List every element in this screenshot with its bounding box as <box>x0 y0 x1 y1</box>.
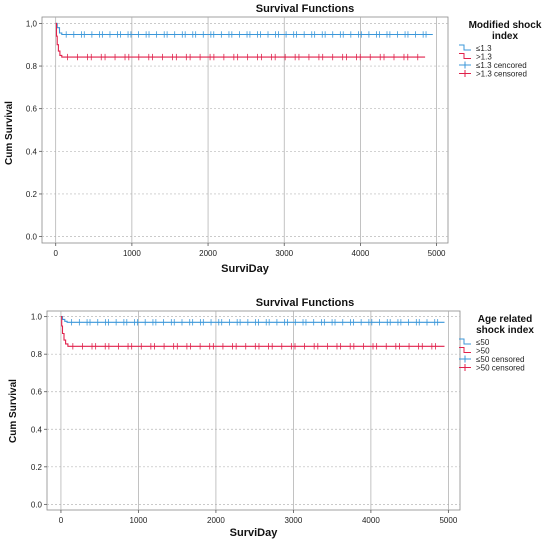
x-tick-label: 1000 <box>130 516 148 525</box>
plot-area <box>46 310 461 511</box>
plot-area <box>41 16 449 244</box>
legend-label: ≤1.3 <box>476 44 492 53</box>
x-tick-label: 5000 <box>428 249 446 258</box>
y-axis-label: Cum Survival <box>4 101 15 165</box>
x-tick-label: 4000 <box>362 516 380 525</box>
legend-title: Modified shock index <box>469 20 542 42</box>
x-tick-label: 2000 <box>207 516 225 525</box>
y-tick-label: 0.6 <box>31 388 43 397</box>
y-tick-label: 0.8 <box>26 62 38 71</box>
x-tick-label: 4000 <box>352 249 370 258</box>
survival-curve-0 <box>60 316 445 323</box>
legend-swatch-step <box>459 347 471 353</box>
y-tick-label: 0.2 <box>26 190 38 199</box>
survival-curve-0 <box>55 22 433 36</box>
legend-swatch-step <box>459 53 471 59</box>
x-tick-label: 2000 <box>199 249 217 258</box>
legend-swatch-step <box>459 44 471 51</box>
legend-label: ≤50 censored <box>476 355 524 364</box>
legend-label: >1.3 <box>476 53 492 62</box>
y-tick-label: 0.4 <box>26 147 38 156</box>
y-tick-label: 0.2 <box>31 463 43 472</box>
x-tick-label: 3000 <box>285 516 303 525</box>
x-tick-label: 1000 <box>123 249 141 258</box>
modified-shock-index-chart: Survival Functions 0.0 0.2 0.4 0.6 0.8 1,0 0 100… <box>4 3 542 275</box>
y-tick-label: 1.0 <box>31 313 43 322</box>
age-related-shock-index-chart: Survival Functions 0.0 0.2 0.4 0.6 0.8 1.0 0 100… <box>8 297 534 539</box>
legend-label: >1.3 censored <box>476 70 527 79</box>
chart-title: Survival Functions <box>256 297 354 309</box>
legend-title: Age related shock index <box>476 314 534 336</box>
x-axis-label: SurviDay <box>230 527 279 539</box>
legend-label: ≤1.3 cencored <box>476 61 527 70</box>
x-tick-label: 3000 <box>275 249 293 258</box>
x-tick-label: 0 <box>59 516 64 525</box>
legend-label: >50 censored <box>476 364 525 373</box>
x-axis-label: SurviDay <box>221 263 270 275</box>
legend-label: ≤50 <box>476 338 490 347</box>
legend-label: >50 <box>476 347 490 356</box>
y-tick-label: 1,0 <box>26 19 38 28</box>
x-tick-label: 0 <box>53 249 58 258</box>
y-tick-label: 0.8 <box>31 350 43 359</box>
chart-title: Survival Functions <box>256 3 354 15</box>
survival-curve-1 <box>55 22 426 58</box>
y-tick-label: 0.0 <box>31 500 43 509</box>
y-tick-label: 0.4 <box>31 425 43 434</box>
legend-swatch-step <box>459 338 471 345</box>
survival-curve-1 <box>60 316 445 347</box>
y-tick-label: 0.6 <box>26 105 38 114</box>
x-tick-label: 5000 <box>439 516 457 525</box>
y-tick-label: 0.0 <box>26 233 38 242</box>
y-axis-label: Cum Survival <box>8 379 19 443</box>
